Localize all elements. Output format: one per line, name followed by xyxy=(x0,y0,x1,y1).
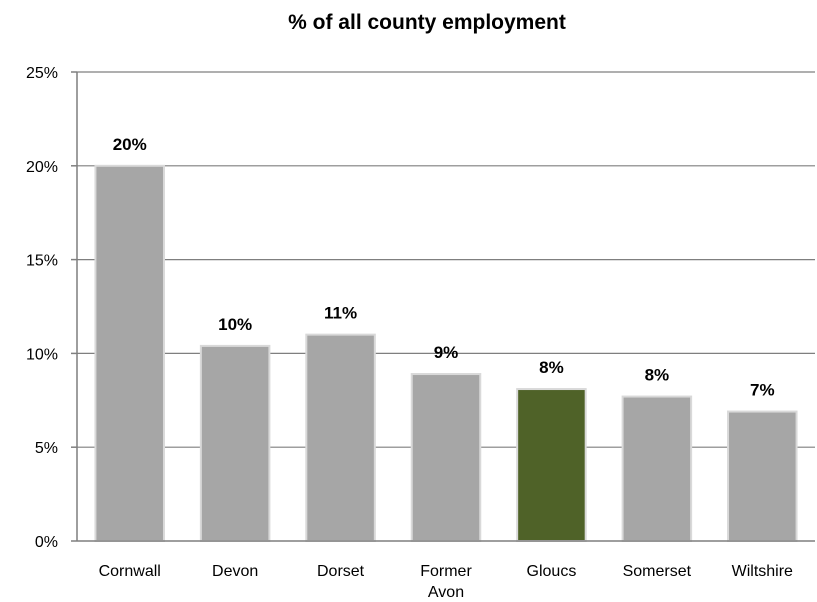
y-tick-label: 20% xyxy=(26,159,58,176)
data-label: 8% xyxy=(539,358,564,377)
bar xyxy=(199,344,271,542)
y-tick-label: 0% xyxy=(35,534,58,551)
x-tick-label: Devon xyxy=(212,563,258,580)
data-label: 8% xyxy=(645,366,670,385)
y-tick-label: 15% xyxy=(26,253,58,270)
y-tick-label: 25% xyxy=(26,65,58,82)
data-label: 20% xyxy=(113,135,147,154)
x-tick-label: Cornwall xyxy=(99,563,161,580)
bar xyxy=(410,373,482,543)
y-tick-label: 5% xyxy=(35,440,58,457)
x-axis-categories: Cornwall Devon Dorset Former Avon Gloucs Somer… xyxy=(99,563,793,601)
bar xyxy=(621,395,693,542)
data-label: 7% xyxy=(750,381,775,400)
bar xyxy=(305,333,376,543)
bar xyxy=(94,164,165,543)
x-tick-label: Wiltshire xyxy=(732,563,793,580)
chart-title: % of all county employment xyxy=(288,11,566,34)
data-label: 11% xyxy=(324,304,357,323)
y-tick-label: 10% xyxy=(26,346,58,363)
x-tick-label: Former xyxy=(420,563,472,580)
x-tick-label: Avon xyxy=(428,584,464,601)
data-label: 9% xyxy=(434,343,459,362)
x-tick-label: Somerset xyxy=(623,563,692,580)
y-axis-ticks: 0% 5% 10% 15% 20% 25% xyxy=(26,65,58,551)
data-labels: 20% 10% 11% 9% 8% 8% 7% xyxy=(113,135,775,400)
x-tick-label: Gloucs xyxy=(527,563,577,580)
data-label: 10% xyxy=(218,315,252,334)
axes xyxy=(71,71,815,542)
bar xyxy=(516,388,587,542)
x-tick-label: Dorset xyxy=(317,563,365,580)
bars xyxy=(94,164,798,543)
bar xyxy=(727,410,798,542)
